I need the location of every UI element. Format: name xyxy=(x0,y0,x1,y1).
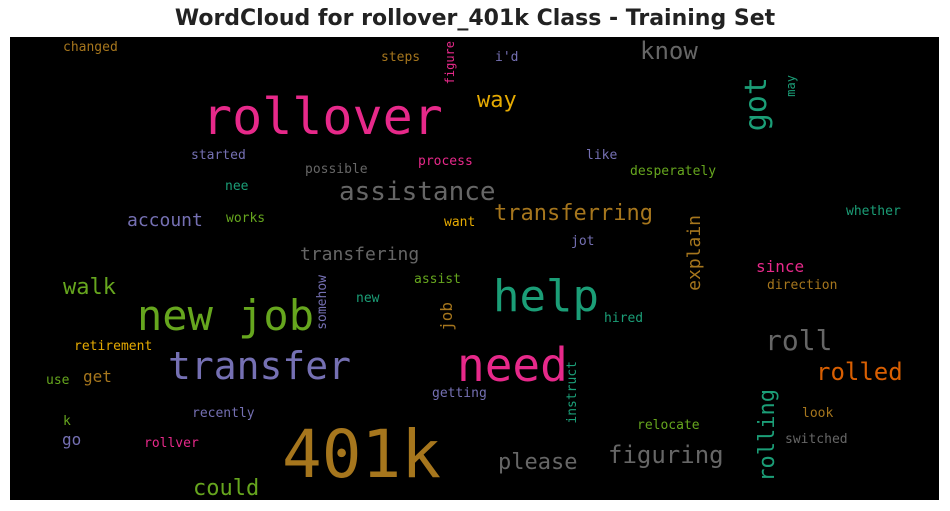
word-relocate: relocate xyxy=(637,418,700,433)
word-new-job: new job xyxy=(137,291,315,340)
word-rolled: rolled xyxy=(816,358,903,386)
word-explain: explain xyxy=(684,215,705,291)
word-works: works xyxy=(226,211,266,226)
word-new: new xyxy=(356,291,380,306)
word-jot: jot xyxy=(571,234,595,249)
word-rolling: rolling xyxy=(755,389,780,482)
chart-title: WordCloud for rollover_401k Class - Trai… xyxy=(174,6,776,31)
word-getting: getting xyxy=(432,386,487,401)
word-retirement: retirement xyxy=(74,339,153,354)
word-instruct: instruct xyxy=(565,361,580,424)
word-may: may xyxy=(784,75,798,97)
word-assist: assist xyxy=(414,272,461,287)
word-i-d: i'd xyxy=(495,50,519,65)
word-help: help xyxy=(493,271,599,322)
word-use: use xyxy=(46,373,70,388)
word-k: k xyxy=(63,414,71,429)
word-job: job xyxy=(437,302,456,331)
word-assistance: assistance xyxy=(339,177,496,207)
word-could: could xyxy=(193,476,260,500)
word-transfering: transfering xyxy=(300,244,420,265)
word-know: know xyxy=(640,37,698,65)
word-changed: changed xyxy=(63,40,118,55)
word-figuring: figuring xyxy=(608,441,724,469)
word-transferring: transferring xyxy=(494,201,653,226)
word-process: process xyxy=(418,154,473,169)
wordcloud-canvas: 401k rollover need help new job transfer roll a… xyxy=(10,37,939,500)
word-get: get xyxy=(83,367,112,386)
word-rollover: rollover xyxy=(202,88,443,146)
word-recently: recently xyxy=(192,406,255,421)
word-possible: possible xyxy=(305,162,368,177)
word-please: please xyxy=(498,450,578,475)
word-like: like xyxy=(586,148,618,163)
word-direction: direction xyxy=(767,278,838,293)
word-look: look xyxy=(802,406,834,421)
word-nee: nee xyxy=(225,179,249,194)
word-rollver: rollver xyxy=(144,436,199,451)
word-desperately: desperately xyxy=(630,164,717,179)
word-need: need xyxy=(457,338,568,392)
word-whether: whether xyxy=(846,204,901,219)
word-got: got xyxy=(739,77,774,132)
word-transfer: transfer xyxy=(168,344,352,388)
word-somehow: somehow xyxy=(315,275,330,330)
word-hired: hired xyxy=(604,311,644,326)
word-roll: roll xyxy=(765,324,833,357)
word-figure: figure xyxy=(443,41,457,85)
word-401k: 401k xyxy=(282,416,441,493)
word-want: want xyxy=(444,215,476,230)
word-since: since xyxy=(756,257,805,276)
word-way: way xyxy=(477,88,517,113)
word-go: go xyxy=(62,430,82,449)
word-switched: switched xyxy=(785,432,848,447)
word-account: account xyxy=(127,210,203,231)
word-walk: walk xyxy=(63,275,116,300)
word-steps: steps xyxy=(381,50,421,65)
word-started: started xyxy=(191,148,246,163)
